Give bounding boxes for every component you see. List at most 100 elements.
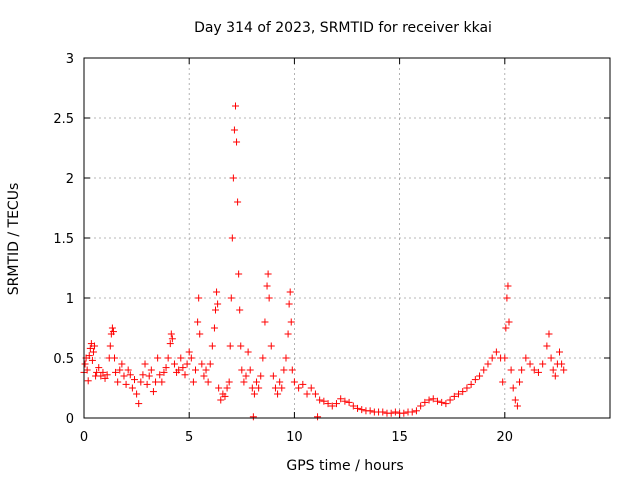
data-point	[271, 384, 279, 392]
data-point	[433, 397, 441, 405]
data-point	[166, 340, 174, 348]
data-point	[513, 402, 521, 410]
data-point	[89, 348, 97, 356]
data-point	[446, 396, 454, 404]
data-point	[230, 126, 238, 134]
data-point	[97, 372, 105, 380]
data-point	[280, 366, 288, 374]
data-point	[391, 408, 399, 416]
data-point	[511, 396, 519, 404]
y-axis-title: SRMTID / TECUs	[6, 183, 22, 296]
data-point	[349, 402, 357, 410]
data-point	[556, 348, 564, 356]
data-point	[229, 174, 237, 182]
data-point	[408, 408, 416, 416]
x-tick-label: 5	[185, 430, 193, 445]
data-point	[84, 377, 92, 385]
data-point	[114, 378, 122, 386]
data-point	[299, 380, 307, 388]
data-point	[212, 306, 219, 314]
data-point	[539, 360, 547, 368]
data-point	[284, 330, 292, 338]
data-point	[246, 366, 254, 374]
data-point	[320, 397, 328, 405]
data-point	[202, 366, 210, 374]
chart-title: Day 314 of 2023, SRMTID for receiver kka…	[194, 20, 492, 36]
data-point	[124, 366, 132, 374]
data-point	[145, 372, 153, 380]
data-point	[154, 354, 162, 362]
data-point	[400, 409, 408, 417]
data-point	[217, 396, 225, 404]
data-point	[290, 378, 298, 386]
x-axis-title: GPS time / hours	[286, 458, 403, 474]
data-point	[518, 366, 526, 374]
data-point	[223, 384, 231, 392]
data-point	[231, 102, 239, 110]
data-point	[488, 354, 496, 362]
data-point	[177, 354, 185, 362]
data-point	[516, 378, 524, 386]
data-point	[429, 395, 437, 403]
data-point	[263, 282, 271, 290]
data-point	[459, 388, 467, 396]
data-point	[195, 294, 203, 302]
data-point	[492, 348, 500, 356]
data-point	[122, 380, 130, 388]
data-point	[242, 372, 250, 380]
data-point	[526, 360, 534, 368]
data-point	[170, 360, 178, 368]
data-point	[167, 330, 175, 338]
data-point	[139, 371, 147, 379]
x-axis: 0 5 10 15 20	[80, 58, 513, 445]
data-point	[111, 354, 119, 362]
data-point	[83, 366, 91, 374]
data-point	[507, 366, 515, 374]
data-point	[259, 354, 267, 362]
data-point	[213, 288, 221, 296]
data-point	[504, 282, 512, 290]
data-point	[206, 360, 214, 368]
data-point	[328, 402, 336, 410]
data-point	[505, 318, 513, 326]
data-point	[450, 392, 458, 400]
data-point	[560, 366, 568, 374]
data-point	[438, 398, 446, 406]
data-point	[168, 335, 176, 343]
data-point	[198, 360, 206, 368]
data-point	[534, 368, 542, 376]
y-tick-label: 2	[66, 172, 74, 187]
data-point	[311, 390, 319, 398]
data-series-srmtid	[80, 102, 568, 421]
data-point	[265, 294, 273, 302]
data-point	[547, 354, 555, 362]
data-point	[379, 408, 387, 416]
data-point	[227, 294, 235, 302]
data-point	[162, 364, 170, 372]
x-tick-label: 0	[80, 430, 88, 445]
data-point	[545, 330, 553, 338]
data-point	[85, 352, 93, 360]
data-point	[522, 354, 530, 362]
y-tick-label: 0	[66, 412, 74, 427]
data-point	[455, 390, 463, 398]
data-point	[285, 300, 293, 308]
data-point	[503, 294, 511, 302]
data-point	[210, 324, 218, 332]
data-point	[221, 392, 229, 400]
data-point	[215, 384, 223, 392]
data-point	[337, 395, 345, 403]
data-point	[120, 372, 128, 380]
data-point	[287, 318, 295, 326]
data-point	[417, 402, 425, 410]
data-point	[274, 390, 282, 398]
data-point	[244, 348, 252, 356]
data-point	[240, 378, 248, 386]
data-point	[286, 288, 294, 296]
data-point	[501, 354, 509, 362]
y-tick-label: 2.5	[53, 112, 74, 127]
data-point	[160, 368, 168, 376]
data-point	[303, 390, 311, 398]
data-point	[183, 360, 191, 368]
data-point	[250, 390, 258, 398]
